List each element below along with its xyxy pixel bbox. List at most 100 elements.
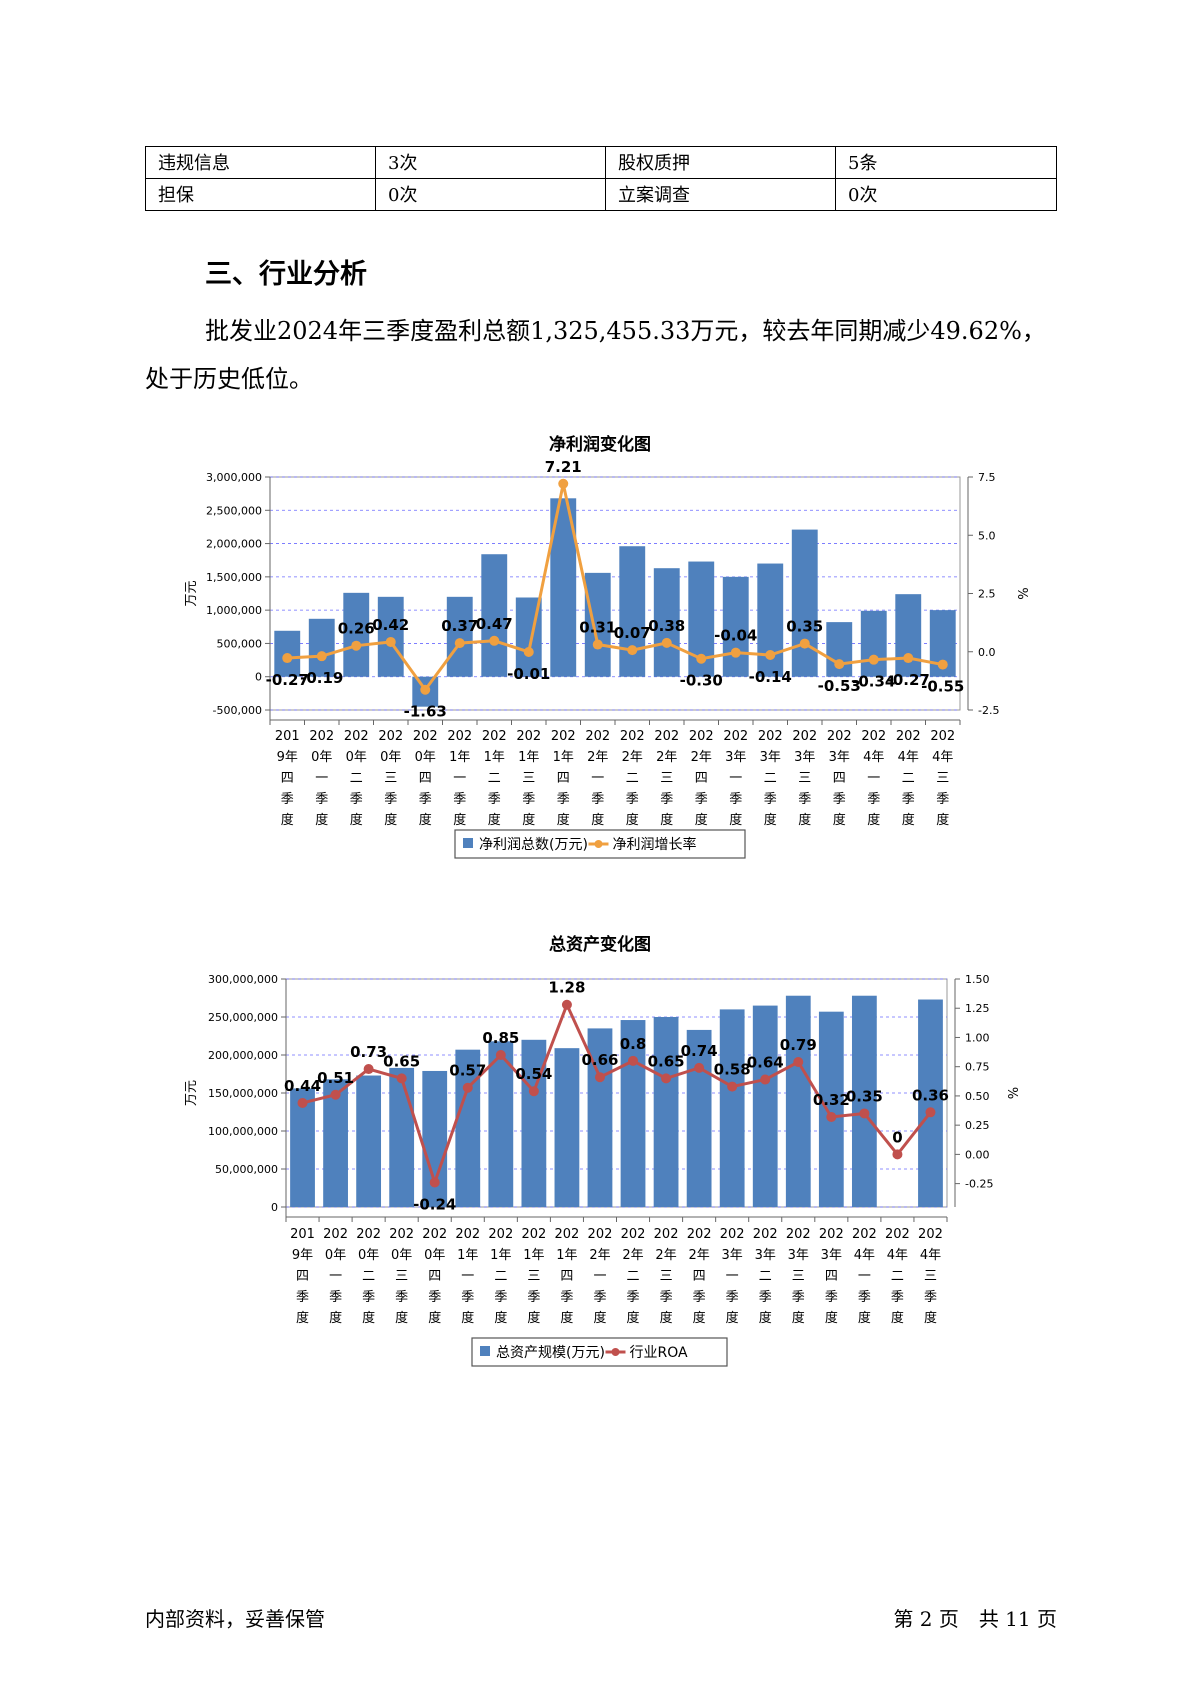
footer-page: 第 2 页 共 11 页 xyxy=(893,1607,1057,1631)
x-tick-label: 一 xyxy=(315,771,328,786)
x-tick-label: 季 xyxy=(461,1290,474,1305)
table-row: 担保 0次 立案调查 0次 xyxy=(145,178,1057,211)
data-label: 0.38 xyxy=(648,617,685,635)
x-tick-label: 季 xyxy=(695,792,708,807)
y2-tick-label: 0.25 xyxy=(965,1119,990,1132)
plot-area xyxy=(269,476,961,711)
x-tick-label: 1年 xyxy=(457,1248,478,1263)
x-tick-label: 4年 xyxy=(932,750,953,765)
x-tick-label: 202 xyxy=(687,1227,712,1242)
bar xyxy=(791,529,818,677)
legend-line-marker xyxy=(611,1348,620,1356)
data-label: -0.04 xyxy=(714,627,757,645)
data-label: 0.35 xyxy=(786,618,823,636)
x-tick-label: 四 xyxy=(560,1269,573,1284)
table-cell: 3次 xyxy=(375,146,606,179)
y2-tick-label: 0.00 xyxy=(965,1148,990,1161)
x-tick-label: 季 xyxy=(281,792,294,807)
x-tick-label: 202 xyxy=(482,729,507,744)
x-tick-label: 度 xyxy=(792,1310,805,1326)
line-point xyxy=(628,1055,639,1066)
x-tick-label: 季 xyxy=(593,1290,606,1305)
x-tick-label: 度 xyxy=(419,812,432,828)
y2-axis-label: % xyxy=(1014,587,1029,599)
x-tick-label: 四 xyxy=(428,1269,441,1284)
bar xyxy=(851,995,877,1207)
data-label: 0.07 xyxy=(614,624,651,642)
x-tick-label: 季 xyxy=(494,1290,507,1305)
line-point xyxy=(799,638,810,649)
line-point xyxy=(420,684,431,695)
x-tick-label: 2年 xyxy=(587,750,608,765)
x-tick-label: 四 xyxy=(825,1269,838,1284)
x-tick-label: 202 xyxy=(885,1227,910,1242)
x-tick-label: 二 xyxy=(488,771,501,786)
x-tick-label: 3年 xyxy=(794,750,815,765)
x-tick-label: 度 xyxy=(350,812,363,828)
x-tick-label: 1年 xyxy=(556,1248,577,1263)
data-label: 0.26 xyxy=(338,620,375,638)
x-tick-label: 季 xyxy=(867,792,880,807)
series-line xyxy=(287,483,944,693)
x-tick-label: 202 xyxy=(389,1227,414,1242)
x-tick-label: 一 xyxy=(867,771,880,786)
x-tick-label: 季 xyxy=(726,1290,739,1305)
x-tick-label: 度 xyxy=(296,1310,309,1326)
x-tick-label: 度 xyxy=(329,1310,342,1326)
x-tick-label: 0年 xyxy=(346,750,367,765)
legend-label: 净利润总数(万元) xyxy=(479,837,588,853)
x-tick-label: 度 xyxy=(693,1310,706,1326)
x-tick-label: 季 xyxy=(764,792,777,807)
data-label: -1.63 xyxy=(404,703,447,721)
x-tick-label: 季 xyxy=(395,1290,408,1305)
x-tick-label: 9年 xyxy=(277,750,298,765)
x-tick-label: 202 xyxy=(621,1227,646,1242)
line-point xyxy=(558,478,569,489)
x-tick-label: 2年 xyxy=(622,1248,643,1263)
bar xyxy=(584,572,611,677)
x-tick-label: 0年 xyxy=(325,1248,346,1263)
line-point xyxy=(316,651,327,662)
x-tick-label: 三 xyxy=(384,771,397,786)
line-point xyxy=(396,1073,407,1084)
x-tick-label: 2年 xyxy=(589,1248,610,1263)
y2-tick-label: 5.0 xyxy=(978,529,996,542)
line-point xyxy=(834,659,845,670)
x-tick-label: 202 xyxy=(861,729,886,744)
line-point xyxy=(868,654,879,665)
data-label: 0.31 xyxy=(579,619,616,637)
x-tick-label: 3年 xyxy=(821,1248,842,1263)
x-tick-label: 201 xyxy=(290,1227,315,1242)
x-tick-label: 202 xyxy=(588,1227,613,1242)
line-point xyxy=(528,1086,539,1097)
x-tick-label: 季 xyxy=(660,792,673,807)
x-tick-label: 2年 xyxy=(622,750,643,765)
x-tick-label: 四 xyxy=(281,771,294,786)
line-point xyxy=(592,639,603,650)
data-label: 0.47 xyxy=(476,615,513,633)
x-tick-label: 度 xyxy=(660,812,673,828)
data-label: 0.57 xyxy=(449,1062,486,1080)
x-tick-label: 度 xyxy=(522,812,535,828)
data-label: 0.58 xyxy=(714,1061,751,1079)
x-tick-label: 202 xyxy=(422,1227,447,1242)
x-tick-label: 3年 xyxy=(788,1248,809,1263)
x-tick-label: 季 xyxy=(833,792,846,807)
x-tick-label: 202 xyxy=(758,729,783,744)
x-tick-label: 四 xyxy=(693,1269,706,1284)
x-tick-label: 201 xyxy=(275,729,300,744)
y2-tick-label: 1.50 xyxy=(965,973,990,986)
bar xyxy=(550,498,577,677)
x-tick-label: 3年 xyxy=(725,750,746,765)
x-tick-label: 季 xyxy=(362,1290,375,1305)
data-label: 0.51 xyxy=(317,1069,354,1087)
x-tick-label: 季 xyxy=(891,1290,904,1305)
bar xyxy=(274,630,301,677)
bar xyxy=(826,622,853,677)
x-tick-label: 4年 xyxy=(854,1248,875,1263)
x-tick-label: 二 xyxy=(494,1269,507,1284)
x-tick-label: 度 xyxy=(591,812,604,828)
x-tick-label: 202 xyxy=(585,729,610,744)
x-tick-label: 202 xyxy=(309,729,334,744)
x-tick-label: 季 xyxy=(627,1290,640,1305)
